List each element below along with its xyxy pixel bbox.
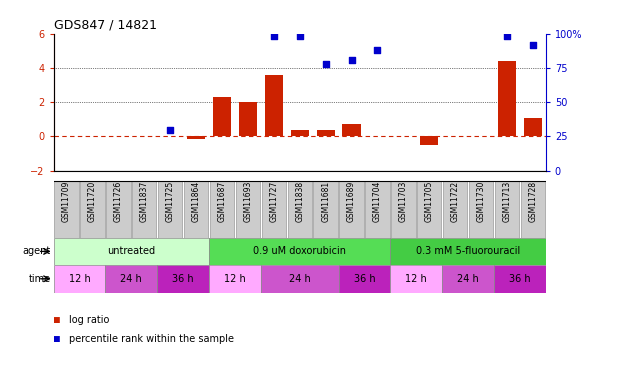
Bar [80,181,105,238]
Bar [210,181,234,238]
Bar [365,181,389,238]
Text: 24 h: 24 h [457,274,479,284]
Bar [339,181,363,238]
Text: GSM11709: GSM11709 [62,181,71,222]
Text: GDS847 / 14821: GDS847 / 14821 [54,18,156,31]
Bar [54,238,209,265]
Bar [157,265,209,292]
Bar [494,265,546,292]
Bar [469,181,493,238]
Text: agent: agent [22,246,50,256]
Text: GSM11704: GSM11704 [373,181,382,222]
Text: log ratio: log ratio [69,315,110,325]
Point [269,33,279,39]
Text: ■: ■ [54,315,59,325]
Bar [391,181,416,238]
Text: GSM11713: GSM11713 [502,181,512,222]
Bar [158,181,182,238]
Bar [106,181,131,238]
Point [528,42,538,48]
Text: GSM11838: GSM11838 [295,181,304,222]
Text: GSM11681: GSM11681 [321,181,330,222]
Bar [521,181,545,238]
Point [502,33,512,39]
Text: GSM11693: GSM11693 [244,181,252,222]
Point [321,61,331,67]
Bar [213,97,231,136]
Bar [261,265,339,292]
Text: 24 h: 24 h [289,274,310,284]
Point [295,33,305,39]
Text: 0.9 uM doxorubicin: 0.9 uM doxorubicin [253,246,346,256]
Text: GSM11720: GSM11720 [88,181,97,222]
Bar [265,75,283,136]
Bar [288,181,312,238]
Bar [343,124,360,136]
Bar [132,181,156,238]
Text: 24 h: 24 h [121,274,142,284]
Bar [417,181,442,238]
Text: 0.3 mM 5-fluorouracil: 0.3 mM 5-fluorouracil [416,246,520,256]
Text: GSM11722: GSM11722 [451,181,459,222]
Bar [339,265,391,292]
Text: GSM11837: GSM11837 [140,181,149,222]
Bar [317,130,334,136]
Bar [314,181,338,238]
Bar [105,265,157,292]
Bar [54,265,105,292]
Bar [209,238,391,265]
Bar [443,181,468,238]
Text: 36 h: 36 h [509,274,531,284]
Text: GSM11864: GSM11864 [192,181,201,222]
Bar [239,102,257,136]
Text: GSM11725: GSM11725 [166,181,175,222]
Text: untreated: untreated [107,246,155,256]
Bar [391,238,546,265]
Bar [262,181,286,238]
Text: GSM11727: GSM11727 [269,181,278,222]
Text: GSM11726: GSM11726 [114,181,123,222]
Bar [209,265,261,292]
Text: GSM11728: GSM11728 [528,181,538,222]
Bar [184,181,208,238]
Point [165,127,175,133]
Bar [524,118,542,136]
Bar [187,136,205,139]
Bar [420,136,439,145]
Text: GSM11705: GSM11705 [425,181,433,222]
Point [372,47,382,53]
Text: GSM11703: GSM11703 [399,181,408,222]
Text: percentile rank within the sample: percentile rank within the sample [69,334,234,344]
Text: 12 h: 12 h [406,274,427,284]
Bar [54,181,79,238]
Text: GSM11730: GSM11730 [476,181,485,222]
Text: GSM11689: GSM11689 [347,181,356,222]
Point [346,57,357,63]
Text: 36 h: 36 h [353,274,375,284]
Bar [391,265,442,292]
Text: ■: ■ [54,334,59,344]
Bar [495,181,519,238]
Bar [498,61,516,136]
Text: GSM11687: GSM11687 [218,181,227,222]
Bar [291,130,309,136]
Text: time: time [28,274,50,284]
Text: 12 h: 12 h [224,274,246,284]
Text: 36 h: 36 h [172,274,194,284]
Bar [442,265,494,292]
Bar [236,181,260,238]
Text: 12 h: 12 h [69,274,90,284]
